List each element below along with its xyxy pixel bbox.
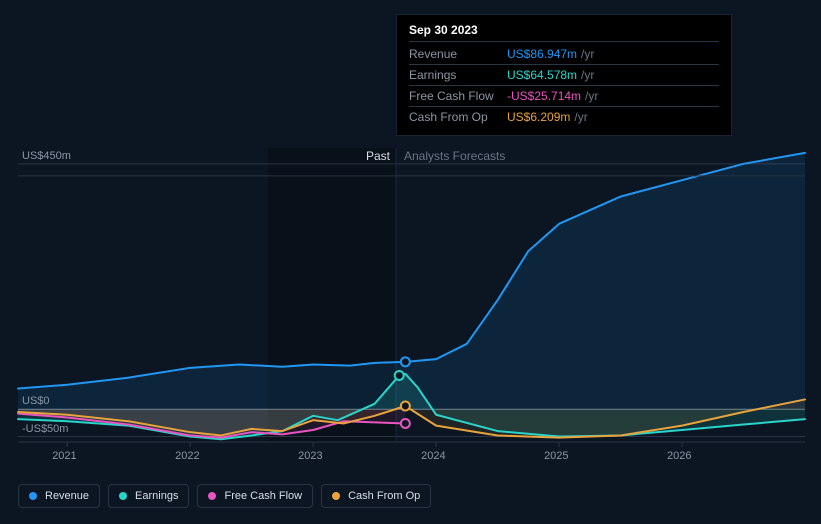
legend-dot-icon [119,492,127,500]
tooltip-row-value: US$6.209m [507,110,570,124]
chart-legend: Revenue Earnings Free Cash Flow Cash From O… [18,484,431,508]
tooltip-row: Cash From OpUS$6.209m/yr [409,107,719,127]
legend-item-label: Cash From Op [348,490,420,502]
tooltip-row-value: -US$25.714m [507,89,581,103]
tooltip-row-value: US$64.578m [507,68,577,82]
legend-item-label: Free Cash Flow [224,490,302,502]
legend-item[interactable]: Earnings [108,484,189,508]
tooltip-row-unit: /yr [574,110,587,124]
financials-chart: Past Analysts Forecasts Sep 30 2023 Reve… [0,0,821,524]
tooltip-row-unit: /yr [581,68,594,82]
y-axis-tick-label: -US$50m [22,423,68,435]
x-axis-tick-label: 2023 [298,450,322,462]
tooltip-row-unit: /yr [581,47,594,61]
legend-item[interactable]: Free Cash Flow [197,484,313,508]
chart-tooltip: Sep 30 2023 RevenueUS$86.947m/yrEarnings… [396,14,732,136]
x-axis-tick-label: 2022 [175,450,199,462]
y-axis-tick-label: US$450m [22,150,71,162]
legend-item[interactable]: Cash From Op [321,484,431,508]
x-axis-tick-label: 2025 [544,450,568,462]
forecast-label: Analysts Forecasts [404,149,505,163]
past-label: Past [366,149,390,163]
legend-item[interactable]: Revenue [18,484,100,508]
x-axis-tick-label: 2024 [421,450,445,462]
x-axis-tick-label: 2026 [667,450,691,462]
tooltip-row: RevenueUS$86.947m/yr [409,44,719,65]
tooltip-row-value: US$86.947m [507,47,577,61]
tooltip-row-unit: /yr [585,89,598,103]
legend-dot-icon [29,492,37,500]
tooltip-rows: RevenueUS$86.947m/yrEarningsUS$64.578m/y… [409,44,719,127]
tooltip-row-label: Cash From Op [409,109,507,125]
tooltip-date: Sep 30 2023 [409,23,719,42]
x-axis-tick-label: 2021 [52,450,76,462]
legend-item-label: Revenue [45,490,89,502]
tooltip-row-label: Earnings [409,67,507,83]
legend-dot-icon [332,492,340,500]
y-axis-tick-label: US$0 [22,395,50,407]
tooltip-row: Free Cash Flow-US$25.714m/yr [409,86,719,107]
legend-dot-icon [208,492,216,500]
legend-item-label: Earnings [135,490,178,502]
tooltip-row: EarningsUS$64.578m/yr [409,65,719,86]
tooltip-row-label: Free Cash Flow [409,88,507,104]
tooltip-row-label: Revenue [409,46,507,62]
